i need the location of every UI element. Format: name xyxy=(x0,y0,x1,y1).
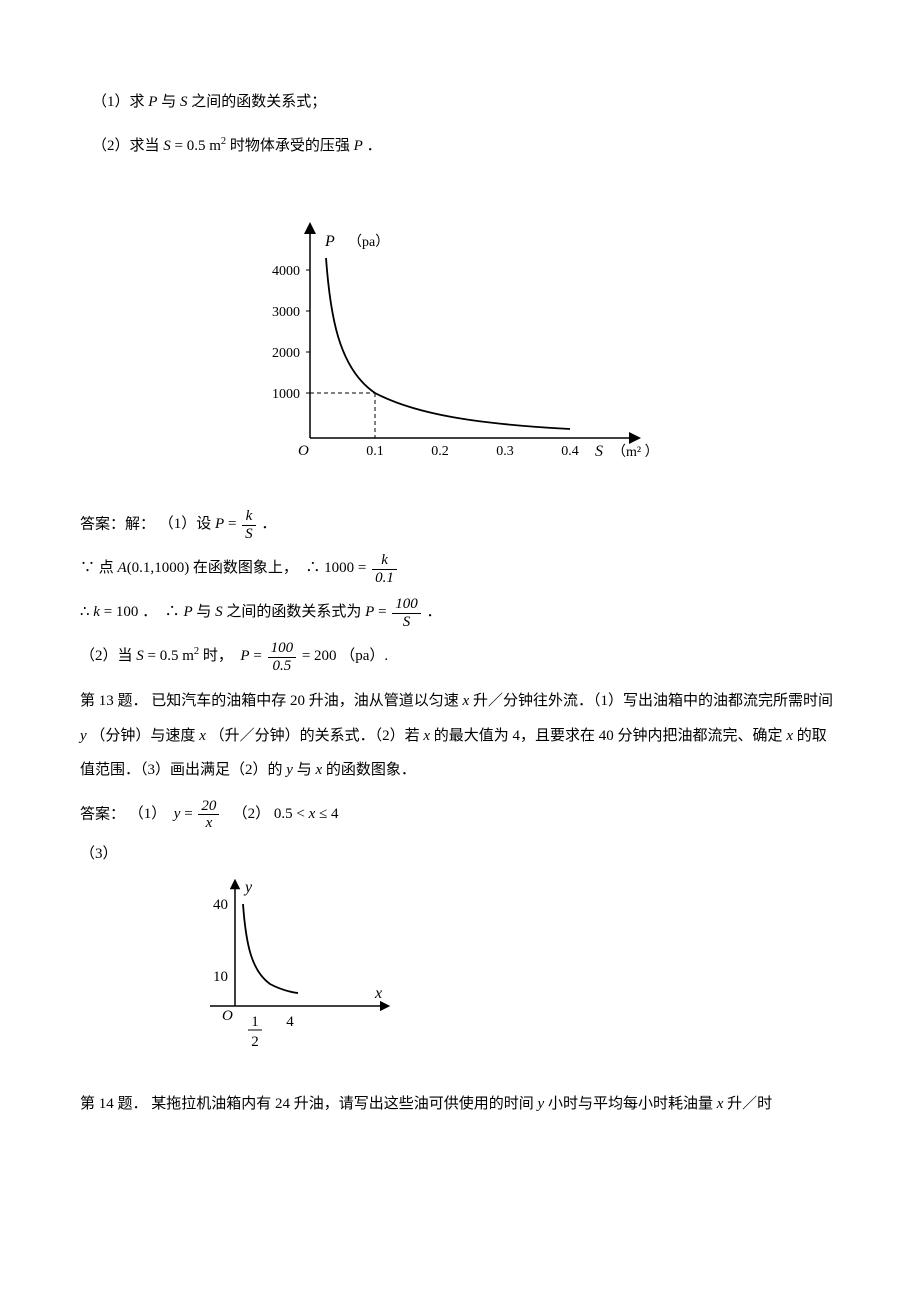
q12-chart: 1000 2000 3000 4000 0.1 0.2 0.3 0.4 O P … xyxy=(80,218,840,478)
y-axis-unit: （pa） xyxy=(348,234,389,250)
origin-label: O xyxy=(222,1008,233,1024)
svg-text:0.1: 0.1 xyxy=(366,444,384,459)
y-axis-label: P xyxy=(324,233,335,250)
x-label: x xyxy=(374,985,382,1002)
q12-answer-line4: （2）当 S = 0.5 m2 时， P = 1000.5 = 200 （pa）… xyxy=(80,640,840,674)
ytick-10: 10 xyxy=(213,969,228,985)
q12-answer-line1: 答案：解： （1）设 P = kS ． xyxy=(80,508,840,542)
y-label: y xyxy=(243,879,253,896)
y-tick-labels: 1000 2000 3000 4000 xyxy=(272,264,310,402)
svg-text:2: 2 xyxy=(251,1034,259,1050)
q14: 第 14 题． 某拖拉机油箱内有 24 升油，请写出这些油可供使用的时间 y 小… xyxy=(80,1087,840,1122)
svg-text:3000: 3000 xyxy=(272,305,300,320)
svg-text:2000: 2000 xyxy=(272,346,300,361)
q12-part1: （1）求 P 与 S 之间的函数关系式； xyxy=(80,90,840,114)
svg-text:1000: 1000 xyxy=(272,387,300,402)
x-axis-unit: （m² ） xyxy=(612,444,659,460)
xtick-half: 1 2 xyxy=(248,1014,262,1050)
svg-text:0.4: 0.4 xyxy=(561,444,579,459)
svg-text:1: 1 xyxy=(251,1014,259,1030)
answer-label: 答案：解： xyxy=(80,516,155,532)
q14-title: 第 14 题． xyxy=(80,1096,148,1112)
q12-answer-line2: ∵ 点 A(0.1,1000) 在函数图象上， ∴ 1000 = k0.1 xyxy=(80,552,840,586)
x-tick-labels: 0.1 0.2 0.3 0.4 xyxy=(366,444,579,459)
curve xyxy=(243,904,298,993)
curve xyxy=(326,258,570,429)
svg-text:0.3: 0.3 xyxy=(496,444,514,459)
q13: 第 13 题． 已知汽车的油箱中存 20 升油，油从管道以匀速 x 升／分钟往外… xyxy=(80,684,840,788)
svg-text:4000: 4000 xyxy=(272,264,300,279)
q13-answer: 答案： （1） y = 20x （2） 0.5 < x ≤ 4 xyxy=(80,798,840,832)
q13-title: 第 13 题． xyxy=(80,693,148,709)
svg-text:0.2: 0.2 xyxy=(431,444,449,459)
q12-answer-line3: ∴ k = 100 ． ∴ P 与 S 之间的函数关系式为 P = 100S ． xyxy=(80,596,840,630)
x-axis-label: S xyxy=(595,443,603,460)
q13-chart: 10 40 1 2 4 O y x xyxy=(190,876,840,1069)
q12-part2: （2）求当 S = 0.5 m2 时物体承受的压强 P ． xyxy=(80,134,840,158)
q13-answer-label: 答案： xyxy=(80,806,125,822)
origin-label: O xyxy=(298,443,309,459)
ytick-40: 40 xyxy=(213,897,228,913)
xtick-4: 4 xyxy=(286,1014,294,1030)
q13-answer-3: （3） xyxy=(80,842,840,866)
